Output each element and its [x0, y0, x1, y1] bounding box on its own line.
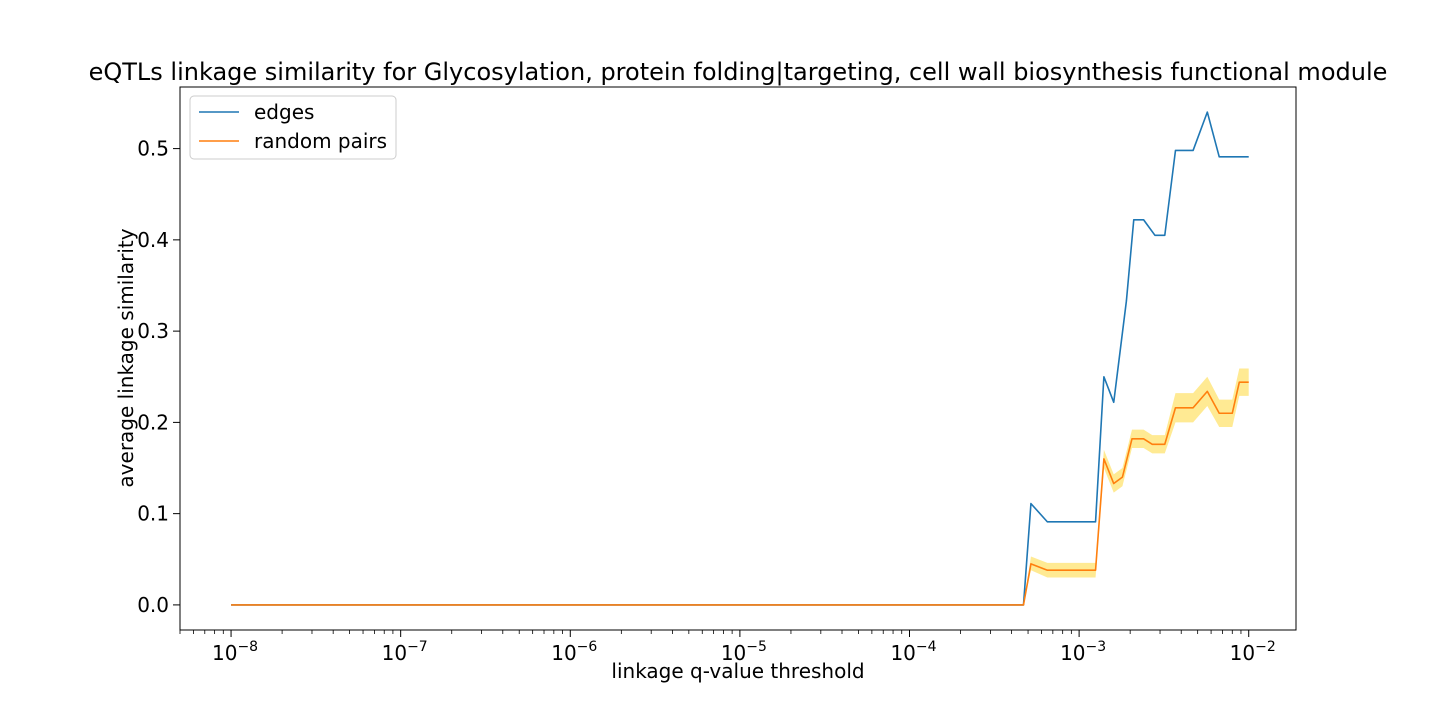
legend-label-random-pairs: random pairs: [254, 129, 387, 153]
x-tick-label: 10−3: [1060, 639, 1106, 665]
x-tick-label: 10−6: [551, 639, 597, 665]
y-tick-label: 0.3: [137, 319, 169, 343]
series-line-random-pairs: [231, 381, 1249, 606]
series-lines-layer: [231, 111, 1249, 606]
y-axis-label: average linkage similarity: [114, 228, 138, 487]
y-tick-label: 0.1: [137, 502, 169, 526]
y-tick-label: 0.2: [137, 410, 169, 434]
y-tick-label: 0.4: [137, 228, 169, 252]
legend-label-edges: edges: [254, 100, 314, 124]
y-tick-label: 0.0: [137, 593, 169, 617]
x-axis-label: linkage q-value threshold: [611, 659, 864, 683]
x-tick-label: 10−8: [212, 639, 258, 665]
y-axis: 0.0 0.1 0.2 0.3 0.4 0.5: [137, 137, 180, 617]
legend: edges random pairs: [189, 95, 397, 160]
chart-title: eQTLs linkage similarity for Glycosylati…: [89, 58, 1388, 86]
x-tick-label: 10−2: [1230, 639, 1276, 665]
series-line-edges: [231, 111, 1249, 606]
legend-box: [189, 95, 397, 160]
x-tick-label: 10−4: [890, 639, 936, 665]
y-tick-label: 0.5: [137, 137, 169, 161]
plot-area-frame: [179, 86, 1297, 631]
x-tick-label: 10−7: [382, 639, 428, 665]
